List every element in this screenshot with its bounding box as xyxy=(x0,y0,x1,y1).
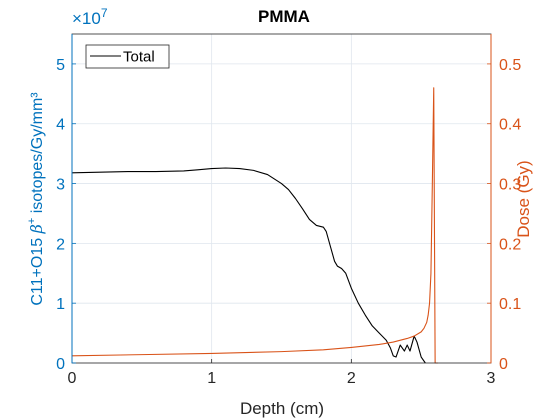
x-axis-label: Depth (cm) xyxy=(240,399,324,418)
x-tick-label-3: 3 xyxy=(487,370,496,387)
left-tick-label-5: 5 xyxy=(56,57,65,74)
left-tick-label-4: 4 xyxy=(56,117,65,134)
right-tick-label-3: 0.3 xyxy=(499,177,521,194)
left-tick-label-2: 2 xyxy=(56,236,65,253)
right-tick-label-0: 0 xyxy=(499,356,508,373)
dose-line xyxy=(71,87,438,364)
x-tick-label-1: 1 xyxy=(207,370,216,387)
x-tick-label-2: 2 xyxy=(347,370,356,387)
chart-title: PMMA xyxy=(258,7,310,26)
right-tick-label-2: 0.2 xyxy=(499,236,521,253)
right-tick-label-1: 0.1 xyxy=(499,296,521,313)
left-tick-label-3: 3 xyxy=(56,177,65,194)
x-tick-label-0: 0 xyxy=(68,370,77,387)
right-axis-label: Dose (Gy) xyxy=(514,160,533,237)
left-axis-exponent: ×107 xyxy=(72,6,108,28)
left-tick-label-1: 1 xyxy=(56,296,65,313)
plot-series xyxy=(71,87,438,364)
legend-box xyxy=(85,44,170,69)
right-tick-label-5: 0.5 xyxy=(499,57,521,74)
right-tick-label-4: 0.4 xyxy=(499,117,521,134)
legend-entry-total: Total xyxy=(123,49,155,66)
legend: Total xyxy=(85,44,170,69)
left-axis-label: C11+O15 β+ isotopes/Gy/mm³ xyxy=(26,92,46,306)
total-line xyxy=(71,167,426,364)
left-tick-label-0: 0 xyxy=(56,356,65,373)
